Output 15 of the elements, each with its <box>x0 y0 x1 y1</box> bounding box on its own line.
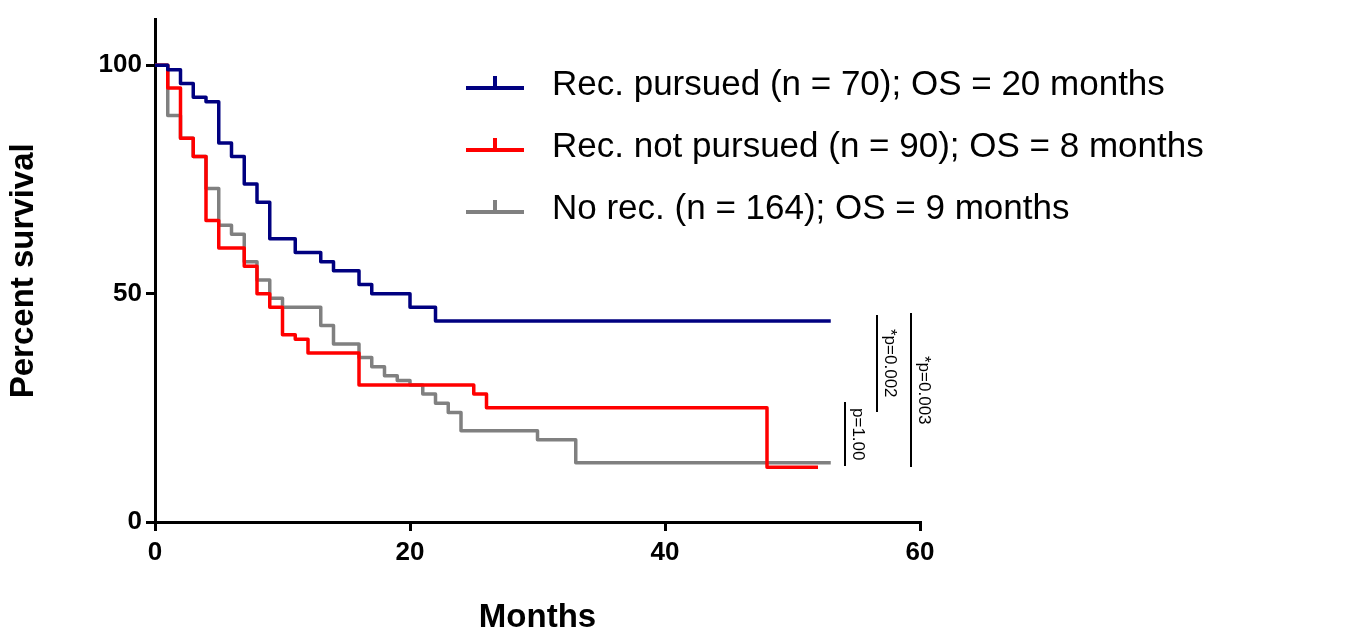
annotation: p=1.00 <box>848 407 868 461</box>
legend-label: Rec. not pursued (n = 90); OS = 8 months <box>552 125 1204 165</box>
x-axis-title: Months <box>478 597 597 635</box>
annotation: *p=0.003 <box>914 355 934 425</box>
legend-label: Rec. pursued (n = 70); OS = 20 months <box>552 63 1165 103</box>
y-tick-label: 0 <box>127 505 142 536</box>
x-tick-label: 0 <box>147 535 163 566</box>
y-tick-label: 50 <box>113 276 142 307</box>
x-tick-label: 20 <box>395 535 425 566</box>
x-tick-label: 40 <box>650 535 680 566</box>
annotation: *p=0.002 <box>880 329 900 398</box>
y-axis-title: Percent survival <box>2 143 40 399</box>
legend-label: No rec. (n = 164); OS = 9 months <box>552 187 1070 227</box>
y-tick-label: 100 <box>98 48 142 79</box>
x-tick-label: 60 <box>905 535 935 566</box>
